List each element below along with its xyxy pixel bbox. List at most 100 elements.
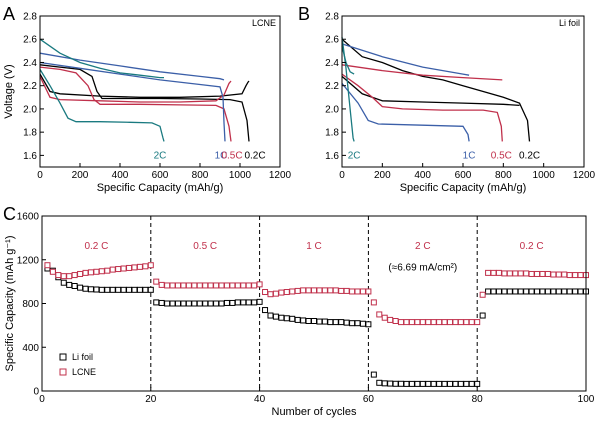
data-point-lcne (77, 270, 84, 277)
data-point-li-foil (185, 300, 192, 307)
data-point-lcne (528, 270, 535, 277)
data-point-lcne (256, 281, 263, 288)
data-point-li-foil (457, 380, 464, 387)
y-tick-label: 1.6 (325, 151, 339, 162)
y-axis-label: Voltage (V) (3, 64, 15, 118)
data-point-lcne (561, 271, 568, 278)
data-point-li-foil (506, 288, 513, 295)
y-tick-label: 2.6 (325, 35, 339, 46)
data-point-li-foil (240, 299, 247, 306)
x-tick-label: 40 (254, 394, 266, 405)
data-point-li-foil (283, 315, 290, 322)
data-point-li-foil (229, 299, 236, 306)
series-line-0.5C (341, 73, 503, 142)
data-point-lcne (109, 266, 116, 273)
data-point-lcne (523, 270, 530, 277)
data-point-lcne (82, 269, 89, 276)
data-point-lcne (272, 290, 279, 297)
data-point-lcne (240, 282, 247, 289)
data-point-li-foil (218, 300, 225, 307)
data-point-li-foil (267, 312, 274, 319)
curve-label: 1C (215, 150, 228, 161)
data-point-li-foil (550, 288, 557, 295)
data-point-lcne (164, 282, 171, 289)
data-point-lcne (468, 319, 475, 326)
data-point-lcne (136, 263, 143, 270)
data-point-lcne (60, 273, 67, 280)
data-point-lcne (419, 319, 426, 326)
data-point-li-foil (136, 286, 143, 293)
data-point-lcne (506, 270, 513, 277)
data-point-lcne (452, 319, 459, 326)
data-point-li-foil (223, 299, 230, 306)
panel-legend: LCNE (252, 18, 276, 28)
data-point-li-foil (115, 286, 122, 293)
data-point-lcne (457, 319, 464, 326)
x-tick-label: 20 (145, 394, 157, 405)
data-point-lcne (191, 282, 198, 289)
data-point-li-foil (387, 380, 394, 387)
data-point-li-foil (104, 286, 111, 293)
data-point-li-foil (131, 286, 138, 293)
data-point-li-foil (561, 288, 568, 295)
data-point-lcne (512, 270, 519, 277)
data-point-lcne (343, 287, 350, 294)
data-point-li-foil (158, 299, 165, 306)
data-point-li-foil (256, 298, 263, 305)
data-point-li-foil (572, 288, 579, 295)
data-point-li-foil (555, 288, 562, 295)
data-point-lcne (71, 272, 78, 279)
data-point-li-foil (441, 380, 448, 387)
data-point-lcne (87, 269, 94, 276)
data-point-li-foil (577, 288, 584, 295)
data-point-lcne (376, 311, 383, 318)
data-point-li-foil (180, 300, 187, 307)
data-point-li-foil (98, 286, 105, 293)
data-point-li-foil (300, 317, 307, 324)
data-point-lcne (278, 289, 285, 296)
data-point-li-foil (452, 380, 459, 387)
y-tick-label: 2.8 (325, 12, 339, 23)
y-tick-label: 0 (33, 387, 39, 398)
data-point-lcne (66, 273, 73, 280)
data-point-lcne (370, 299, 377, 306)
data-point-lcne (408, 319, 415, 326)
data-point-li-foil (191, 300, 198, 307)
x-tick-label: 400 (414, 170, 431, 181)
data-point-li-foil (338, 319, 345, 326)
series-line-1C (39, 52, 225, 81)
data-point-lcne (267, 291, 274, 298)
data-point-lcne (398, 319, 405, 326)
x-tick-label: 60 (363, 394, 375, 405)
data-point-lcne (202, 282, 209, 289)
x-tick-label: 80 (472, 394, 484, 405)
data-point-lcne (485, 269, 492, 276)
x-tick-label: 1000 (229, 170, 252, 181)
data-point-lcne (425, 319, 432, 326)
data-point-li-foil (349, 320, 356, 327)
data-point-lcne (332, 287, 339, 294)
legend-label: LCNE (72, 367, 96, 377)
data-point-lcne (93, 268, 100, 275)
data-point-lcne (430, 319, 437, 326)
data-point-li-foil (528, 288, 535, 295)
data-point-li-foil (169, 300, 176, 307)
panel-a: A 2C 1C0.5C 0.2C 0 200 400 600 800 1000 1200 1.6 1.8… (3, 4, 292, 194)
data-point-li-foil (142, 286, 149, 293)
x-axis-label: Specific Capacity (mAh/g) (400, 182, 527, 194)
data-point-lcne (403, 319, 410, 326)
data-point-lcne (223, 282, 230, 289)
x-tick-label: 100 (578, 394, 595, 405)
y-tick-label: 2.0 (325, 104, 339, 115)
data-point-lcne (577, 272, 584, 279)
data-point-li-foil (289, 315, 296, 322)
data-point-lcne (387, 316, 394, 323)
x-tick-label: 1200 (269, 170, 292, 181)
rate-label: 1 C (306, 241, 322, 252)
x-tick-label: 800 (495, 170, 512, 181)
x-tick-label: 200 (374, 170, 391, 181)
data-point-lcne (142, 263, 149, 270)
data-point-lcne (550, 271, 557, 278)
y-tick-label: 2.6 (23, 35, 37, 46)
